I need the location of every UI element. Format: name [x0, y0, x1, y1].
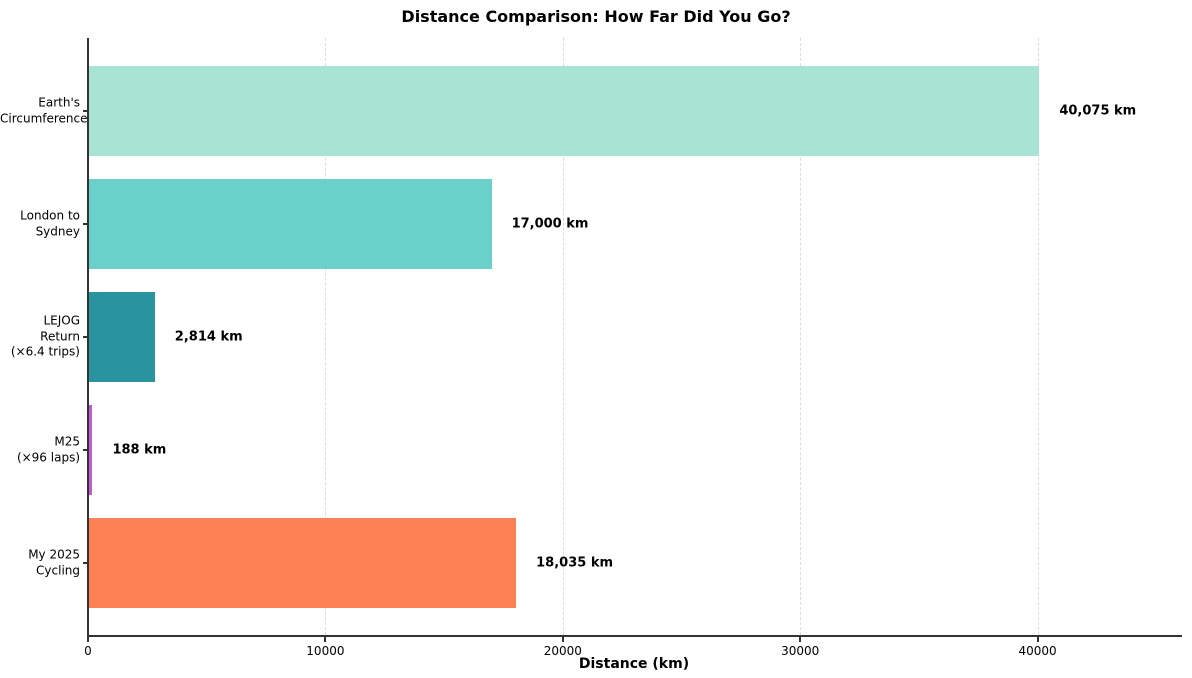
plot-area: 40,075 km 17,000 km 2,814 km 188 km 18,035 k… — [88, 38, 1180, 635]
y-tick-label: Earth's Circumference — [0, 95, 88, 125]
x-tick-mark — [799, 637, 802, 642]
y-tick-mark — [83, 223, 88, 225]
x-tick-mark — [561, 637, 564, 642]
y-axis-spine — [87, 38, 89, 637]
value-label: 188 km — [112, 442, 167, 458]
y-tick-mark — [83, 336, 88, 338]
gridline — [325, 38, 327, 635]
value-label: 17,000 km — [511, 216, 589, 232]
gridline — [800, 38, 802, 635]
y-tick-label: London to Sydney — [20, 208, 80, 238]
bar-4 — [88, 518, 517, 608]
x-axis-spine — [87, 635, 1182, 637]
bar-3 — [88, 405, 93, 495]
y-tick-mark — [83, 562, 88, 564]
x-axis-label: Distance (km) — [578, 656, 690, 672]
x-tick-label: 0 — [84, 644, 92, 658]
y-tick-label: LEJOG Return (×6.4 trips) — [10, 313, 80, 359]
bar-0 — [88, 66, 1040, 156]
bar-1 — [88, 179, 492, 269]
chart-title: Distance Comparison: How Far Did You Go? — [401, 7, 791, 26]
x-tick-mark — [324, 637, 327, 642]
value-label: 18,035 km — [536, 555, 614, 571]
y-tick-label: My 2025 Cycling — [28, 547, 80, 577]
x-tick-label: 10000 — [306, 644, 345, 658]
y-tick-mark — [83, 110, 88, 112]
x-tick-label: 30000 — [781, 644, 820, 658]
x-tick-label: 40000 — [1018, 644, 1057, 658]
y-tick-label: M25 (×96 laps) — [16, 434, 80, 464]
y-tick-mark — [83, 449, 88, 451]
value-label: 40,075 km — [1059, 103, 1137, 119]
bar-2 — [88, 292, 155, 382]
value-label: 2,814 km — [174, 329, 243, 345]
x-tick-mark — [1036, 637, 1039, 642]
gridline — [1037, 38, 1039, 635]
gridline — [562, 38, 564, 635]
x-tick-mark — [87, 637, 89, 642]
x-tick-label: 20000 — [543, 644, 582, 658]
